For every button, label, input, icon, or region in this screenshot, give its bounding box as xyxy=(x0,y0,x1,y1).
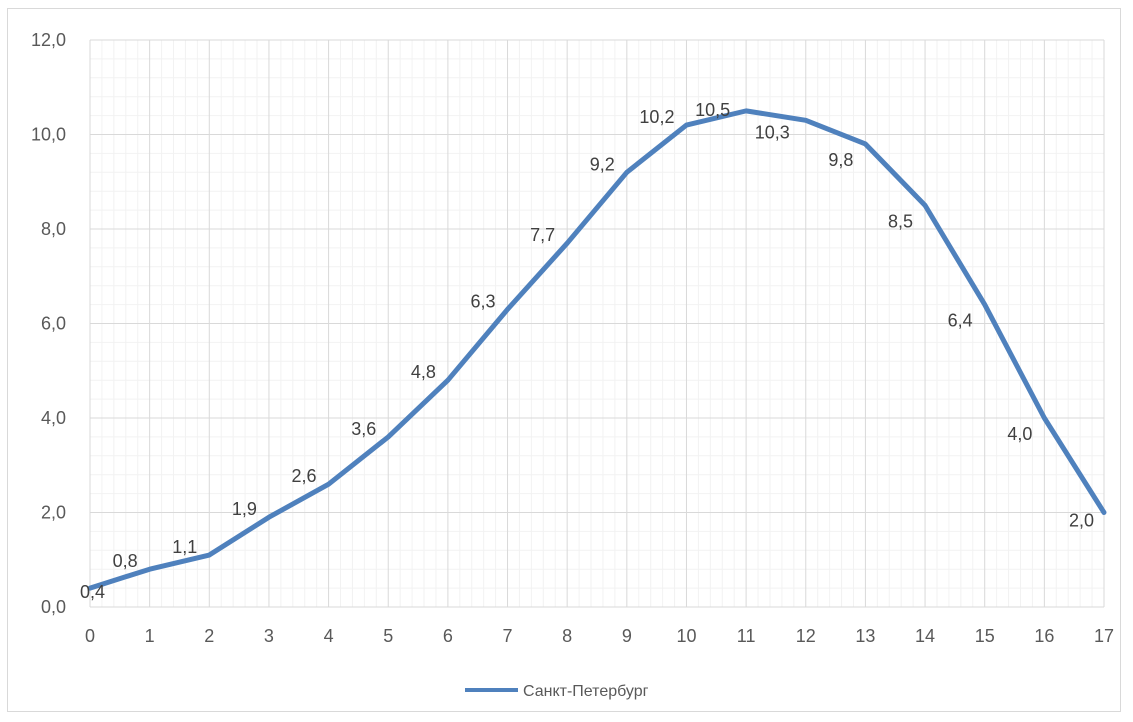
data-label: 10,2 xyxy=(639,107,674,127)
y-tick-label: 8,0 xyxy=(41,219,66,239)
series-line xyxy=(87,108,1107,591)
x-tick-label: 9 xyxy=(622,626,632,646)
data-label: 0,8 xyxy=(113,551,138,571)
x-tick-label: 4 xyxy=(324,626,334,646)
data-label: 6,4 xyxy=(948,311,973,331)
x-tick-label: 17 xyxy=(1094,626,1114,646)
data-label: 10,3 xyxy=(755,122,790,142)
x-tick-label: 16 xyxy=(1034,626,1054,646)
x-tick-label: 10 xyxy=(676,626,696,646)
data-label: 3,6 xyxy=(351,419,376,439)
x-tick-label: 0 xyxy=(85,626,95,646)
x-tick-label: 2 xyxy=(204,626,214,646)
data-label: 0,4 xyxy=(80,582,105,602)
data-label: 4,0 xyxy=(1007,424,1032,444)
x-tick-label: 7 xyxy=(503,626,513,646)
x-tick-label: 5 xyxy=(383,626,393,646)
x-tick-label: 15 xyxy=(975,626,995,646)
data-label: 2,0 xyxy=(1069,511,1094,531)
x-tick-label: 14 xyxy=(915,626,935,646)
x-tick-label: 1 xyxy=(145,626,155,646)
data-label: 1,1 xyxy=(172,537,197,557)
x-axis-ticks: 0 1 2 3 4 5 6 7 8 9 10 11 12 13 14 15 16 17 xyxy=(85,626,1114,646)
legend: Санкт-Петербург xyxy=(465,683,649,700)
x-tick-label: 3 xyxy=(264,626,274,646)
data-label: 1,9 xyxy=(232,499,257,519)
data-label: 4,8 xyxy=(411,362,436,382)
legend-label: Санкт-Петербург xyxy=(523,683,649,700)
x-tick-label: 13 xyxy=(855,626,875,646)
data-label: 9,2 xyxy=(590,154,615,174)
x-tick-label: 12 xyxy=(796,626,816,646)
y-tick-label: 2,0 xyxy=(41,503,66,523)
x-tick-label: 6 xyxy=(443,626,453,646)
data-label: 10,5 xyxy=(695,100,730,120)
y-tick-label: 0,0 xyxy=(41,597,66,617)
y-axis-ticks: 0,0 2,0 4,0 6,0 8,0 10,0 12,0 xyxy=(31,30,66,617)
data-label: 9,8 xyxy=(828,150,853,170)
x-tick-label: 11 xyxy=(737,626,756,646)
y-tick-label: 10,0 xyxy=(31,125,66,145)
chart-area xyxy=(7,8,1121,712)
gridlines xyxy=(89,39,1105,608)
data-label: 7,7 xyxy=(530,225,555,245)
data-label: 8,5 xyxy=(888,211,913,231)
data-label: 6,3 xyxy=(470,291,495,311)
y-tick-label: 12,0 xyxy=(31,30,66,50)
y-tick-label: 4,0 xyxy=(41,408,66,428)
data-label: 2,6 xyxy=(292,466,317,486)
y-tick-label: 6,0 xyxy=(41,314,66,334)
data-labels: 0,4 0,8 1,1 1,9 2,6 3,6 4,8 6,3 7,7 9,2 10,2 10,5 10… xyxy=(80,100,1094,602)
series-layer xyxy=(87,108,1107,591)
x-tick-label: 8 xyxy=(562,626,572,646)
